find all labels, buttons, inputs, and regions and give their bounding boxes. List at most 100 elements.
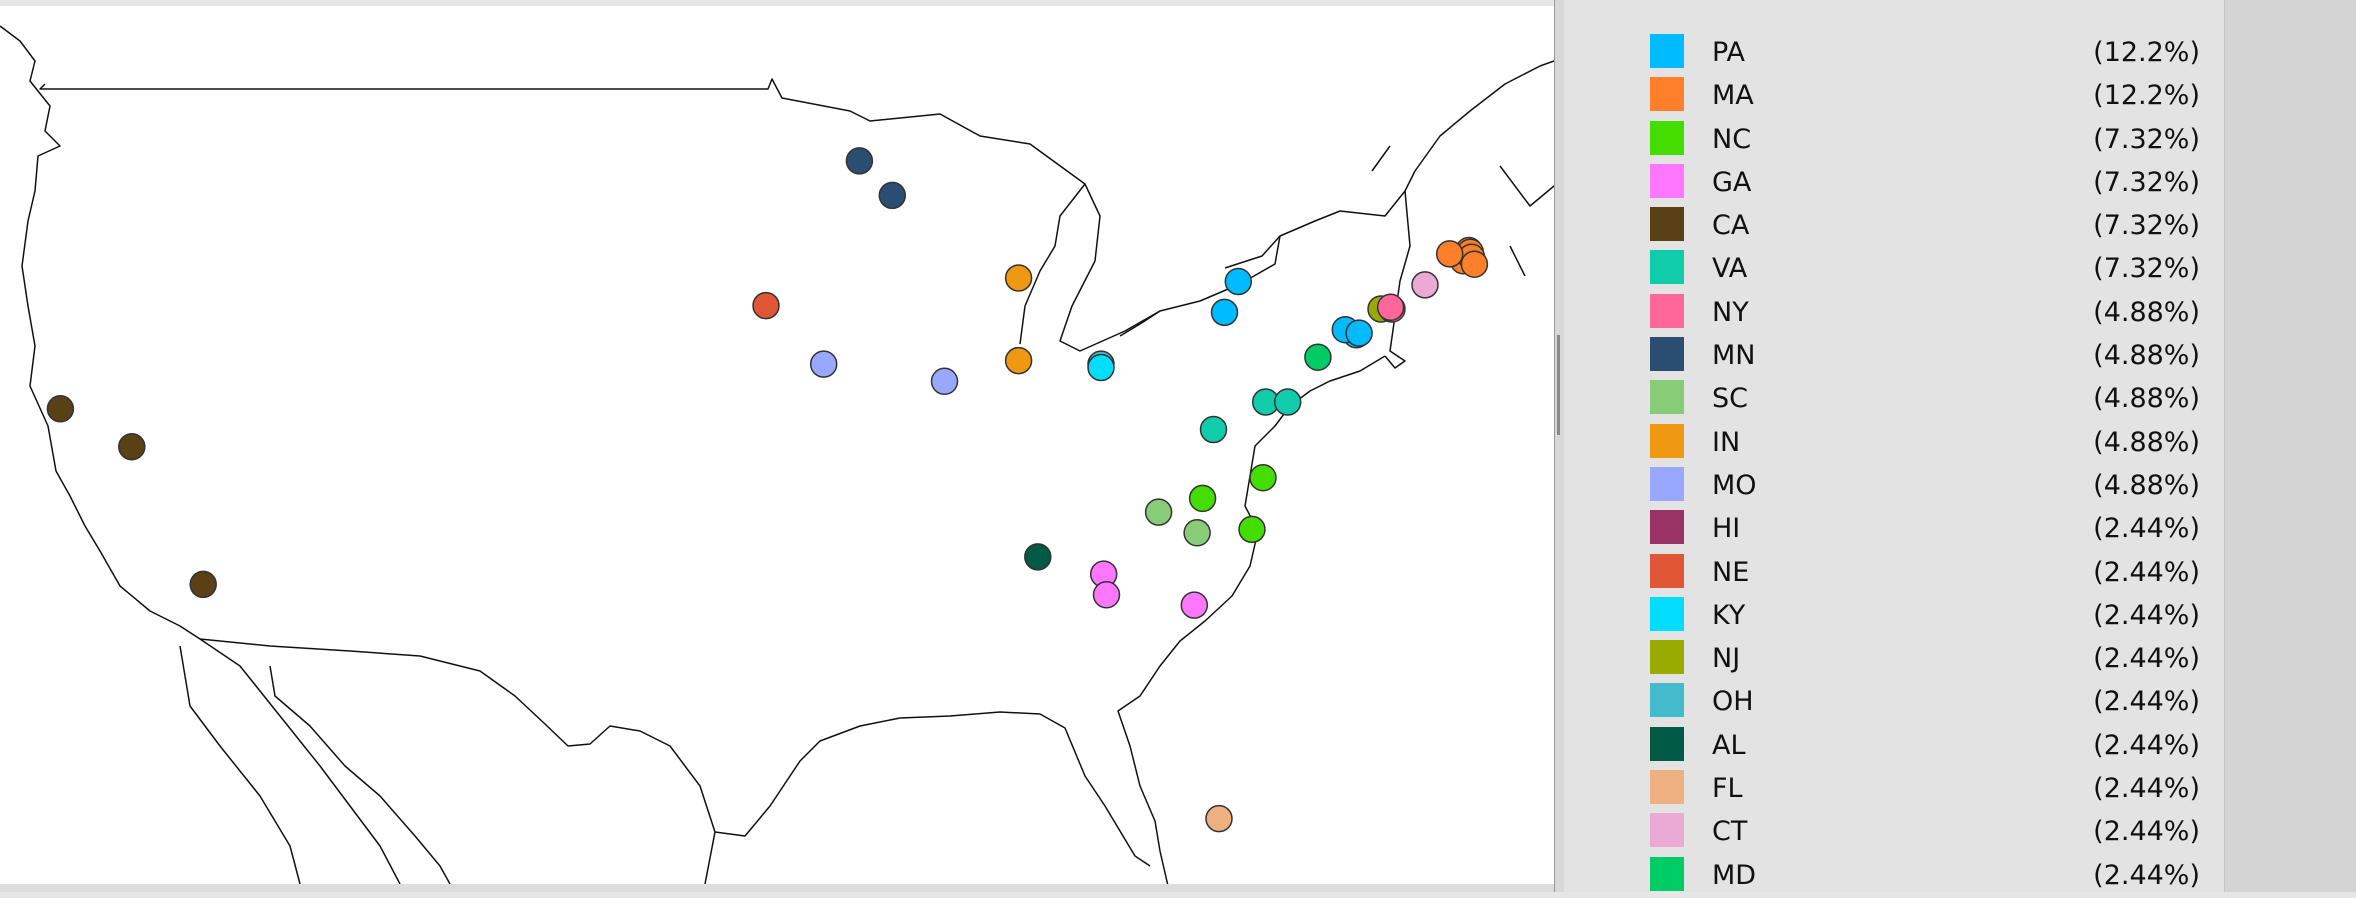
legend-percentage: (2.44%) bbox=[2093, 513, 2200, 545]
legend-label: MA bbox=[1712, 80, 1754, 112]
legend-percentage: (2.44%) bbox=[2093, 859, 2200, 891]
marker-ky[interactable] bbox=[1087, 353, 1115, 382]
marker-ca[interactable] bbox=[118, 432, 146, 461]
gulf-coastline bbox=[199, 638, 1151, 884]
map-panel[interactable] bbox=[0, 6, 1554, 884]
legend-item-md: MD (2.44%) bbox=[1564, 855, 2224, 898]
legend-label: FL bbox=[1712, 773, 1743, 805]
legend-label: NJ bbox=[1712, 643, 1741, 675]
marker-ne[interactable] bbox=[752, 291, 780, 320]
legend-swatch bbox=[1650, 250, 1684, 285]
legend-item-nc: NC (7.32%) bbox=[1564, 119, 2224, 162]
marker-ct[interactable] bbox=[1411, 271, 1439, 299]
mexico-outline bbox=[179, 638, 451, 884]
legend-percentage: (2.44%) bbox=[2093, 556, 2200, 588]
legend-item-ny: NY (4.88%) bbox=[1564, 292, 2224, 335]
marker-in[interactable] bbox=[1004, 346, 1033, 375]
legend-item-ne: NE (2.44%) bbox=[1564, 552, 2224, 595]
legend-percentage: (4.88%) bbox=[2093, 340, 2200, 372]
marker-md[interactable] bbox=[1304, 343, 1332, 371]
markers-layer[interactable] bbox=[46, 147, 1489, 833]
legend-percentage: (4.88%) bbox=[2093, 469, 2200, 501]
legend-item-al: AL (2.44%) bbox=[1564, 725, 2224, 768]
marker-va[interactable] bbox=[1199, 415, 1228, 444]
legend-label: CT bbox=[1712, 816, 1748, 848]
legend-item-fl: FL (2.44%) bbox=[1564, 768, 2224, 811]
legend-swatch bbox=[1650, 380, 1684, 415]
legend-item-mo: MO (4.88%) bbox=[1564, 465, 2224, 508]
panel-splitter[interactable] bbox=[1554, 0, 1564, 892]
legend-percentage: (2.44%) bbox=[2093, 599, 2200, 631]
legend-label: HI bbox=[1712, 513, 1741, 545]
legend-list: PA (12.2%) MA (12.2%) NC (7.32%) GA (7.32%) CA (7… bbox=[1564, 32, 2224, 898]
legend-swatch bbox=[1650, 726, 1684, 761]
marker-sc[interactable] bbox=[1183, 519, 1211, 547]
marker-nc[interactable] bbox=[1188, 484, 1217, 513]
marker-ca[interactable] bbox=[189, 570, 217, 599]
marker-pa[interactable] bbox=[1224, 267, 1253, 296]
marker-nc[interactable] bbox=[1238, 515, 1266, 544]
legend-percentage: (7.32%) bbox=[2093, 166, 2200, 198]
great-lakes-outline bbox=[1019, 183, 1281, 345]
legend-swatch bbox=[1650, 423, 1684, 458]
legend-item-ma: MA (12.2%) bbox=[1564, 75, 2224, 118]
marker-va[interactable] bbox=[1273, 388, 1302, 416]
marker-al[interactable] bbox=[1024, 543, 1052, 571]
marker-mo[interactable] bbox=[930, 367, 959, 396]
legend-item-pa: PA (12.2%) bbox=[1564, 32, 2224, 75]
marker-ma[interactable] bbox=[1435, 240, 1464, 268]
marker-mo[interactable] bbox=[809, 350, 838, 378]
marker-ny[interactable] bbox=[1376, 293, 1405, 322]
legend-percentage: (4.88%) bbox=[2093, 383, 2200, 415]
legend-item-hi: HI (2.44%) bbox=[1564, 508, 2224, 551]
marker-ga[interactable] bbox=[1180, 591, 1209, 619]
legend-swatch bbox=[1650, 466, 1684, 501]
northern-border bbox=[39, 78, 1416, 352]
legend-swatch bbox=[1650, 207, 1684, 242]
legend-label: MN bbox=[1712, 340, 1756, 372]
legend-swatch bbox=[1650, 120, 1684, 155]
legend-label: SC bbox=[1712, 383, 1748, 415]
marker-ma[interactable] bbox=[1460, 250, 1489, 278]
legend-panel: PA (12.2%) MA (12.2%) NC (7.32%) GA (7.32%) CA (7… bbox=[1564, 0, 2224, 892]
pacific-coastline bbox=[0, 25, 201, 640]
atlantic-coastline bbox=[1117, 355, 1386, 884]
legend-swatch bbox=[1650, 163, 1684, 198]
marker-pa[interactable] bbox=[1210, 298, 1239, 327]
legend-item-mn: MN (4.88%) bbox=[1564, 335, 2224, 378]
legend-swatch bbox=[1650, 293, 1684, 328]
legend-percentage: (7.32%) bbox=[2093, 253, 2200, 285]
legend-percentage: (2.44%) bbox=[2093, 729, 2200, 761]
legend-item-sc: SC (4.88%) bbox=[1564, 378, 2224, 421]
marker-ca[interactable] bbox=[46, 395, 75, 423]
marker-mn[interactable] bbox=[878, 181, 907, 210]
marker-nc[interactable] bbox=[1249, 463, 1277, 492]
legend-swatch bbox=[1650, 34, 1684, 68]
splitter-grip[interactable] bbox=[1557, 335, 1560, 435]
legend-percentage: (2.44%) bbox=[2093, 686, 2200, 718]
legend-label: OH bbox=[1712, 686, 1754, 718]
legend-swatch bbox=[1650, 77, 1684, 112]
legend-label: CA bbox=[1712, 210, 1750, 242]
legend-swatch bbox=[1650, 856, 1684, 891]
legend-swatch bbox=[1650, 553, 1684, 588]
marker-pa[interactable] bbox=[1345, 319, 1373, 347]
legend-percentage: (4.88%) bbox=[2093, 296, 2200, 328]
map-outline bbox=[0, 25, 1554, 884]
map-bottom-border bbox=[0, 884, 1554, 892]
legend-label: VA bbox=[1712, 253, 1748, 285]
legend-swatch bbox=[1650, 510, 1684, 545]
map-canvas[interactable] bbox=[0, 6, 1554, 884]
legend-percentage: (4.88%) bbox=[2093, 426, 2200, 458]
legend-swatch bbox=[1650, 770, 1684, 805]
legend-item-oh: OH (2.44%) bbox=[1564, 681, 2224, 724]
legend-percentage: (12.2%) bbox=[2093, 37, 2200, 68]
legend-item-va: VA (7.32%) bbox=[1564, 248, 2224, 291]
marker-mn[interactable] bbox=[845, 147, 874, 175]
marker-ga[interactable] bbox=[1092, 581, 1121, 609]
legend-swatch bbox=[1650, 337, 1684, 372]
marker-sc[interactable] bbox=[1144, 498, 1173, 526]
new-england-coast bbox=[1371, 60, 1554, 369]
marker-fl[interactable] bbox=[1205, 804, 1233, 833]
marker-in[interactable] bbox=[1004, 264, 1033, 292]
